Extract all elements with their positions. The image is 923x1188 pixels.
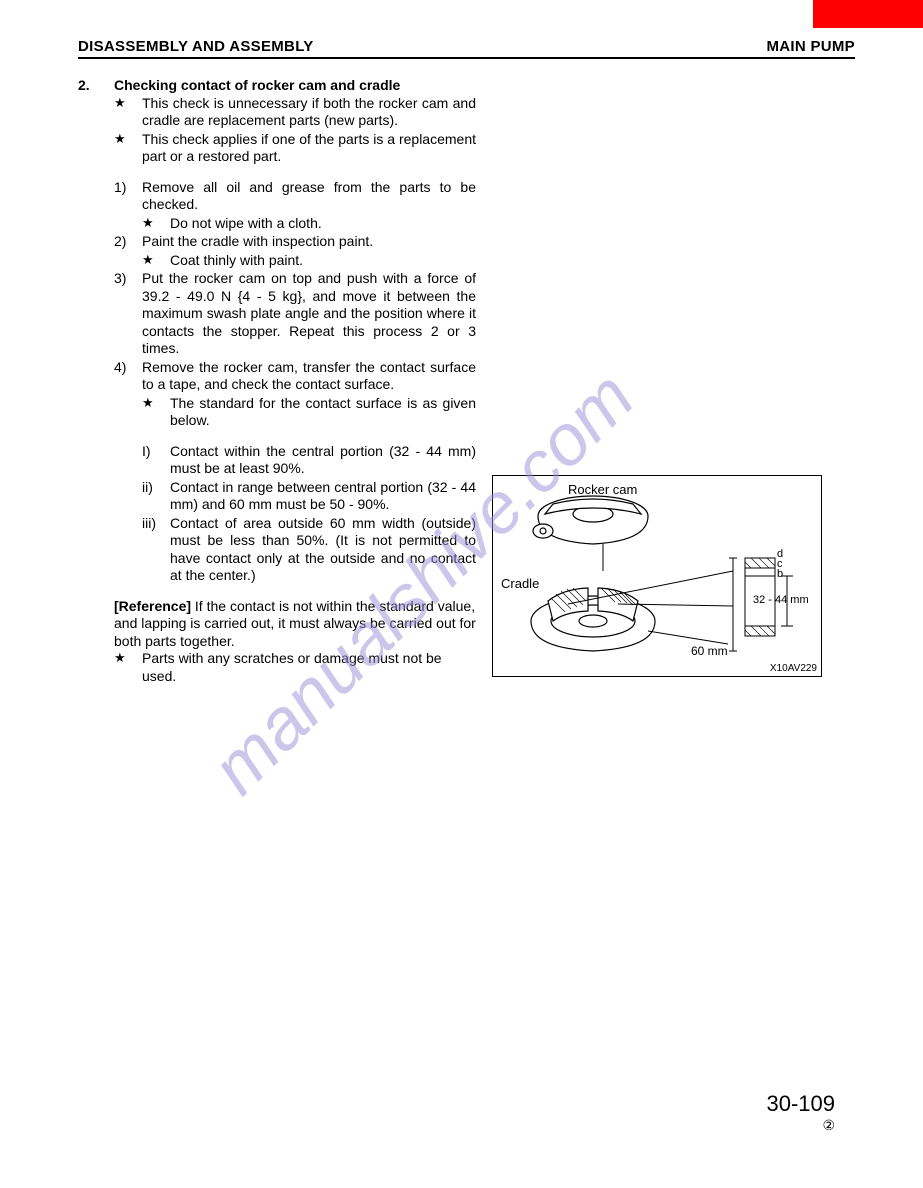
star-icon: ★ — [142, 395, 170, 430]
figure-svg — [493, 476, 821, 676]
step-number: 1) — [114, 179, 142, 214]
substep-text: Contact in range between central portion… — [170, 479, 476, 514]
substep-number: ii) — [142, 479, 170, 514]
section-number: 2. — [78, 77, 114, 686]
step-number: 3) — [114, 270, 142, 358]
header-right: MAIN PUMP — [766, 38, 855, 55]
step-note: Coat thinly with paint. — [170, 252, 476, 270]
step-text: Remove the rocker cam, transfer the cont… — [142, 359, 476, 394]
intro-note-2: This check applies if one of the parts i… — [142, 131, 476, 166]
page-number: 30-109 ② — [766, 1091, 835, 1134]
intro-note-1: This check is unnecessary if both the ro… — [142, 95, 476, 130]
page-number-main: 30-109 — [766, 1091, 835, 1117]
substep-number: I) — [142, 443, 170, 478]
fig-dim-b: b — [777, 568, 783, 580]
figure-rocker-cradle: Rocker cam Cradle d c b 32 - 44 mm 60 mm… — [492, 475, 822, 677]
section-title: Checking contact of rocker cam and cradl… — [114, 77, 476, 95]
reference-block: [Reference] If the contact is not within… — [114, 598, 476, 651]
substep-text: Contact of area outside 60 mm width (out… — [170, 515, 476, 585]
star-icon: ★ — [114, 650, 142, 685]
fig-code: X10AV229 — [770, 663, 817, 674]
fig-rocker-label: Rocker cam — [568, 482, 637, 497]
page-number-sub: ② — [766, 1117, 835, 1134]
page-header: DISASSEMBLY AND ASSEMBLY MAIN PUMP — [78, 38, 855, 59]
substep-number: iii) — [142, 515, 170, 585]
fig-dim-3244: 32 - 44 mm — [753, 594, 823, 606]
step-text: Put the rocker cam on top and push with … — [142, 270, 476, 358]
star-icon: ★ — [114, 95, 142, 130]
star-icon: ★ — [142, 252, 170, 270]
fig-dim-60: 60 mm — [691, 644, 728, 658]
step-note: Do not wipe with a cloth. — [170, 215, 476, 233]
step-text: Paint the cradle with inspection paint. — [142, 233, 476, 251]
step-note: The standard for the contact surface is … — [170, 395, 476, 430]
step-number: 4) — [114, 359, 142, 394]
red-margin-tab — [813, 0, 923, 28]
substep-text: Contact within the central portion (32 -… — [170, 443, 476, 478]
header-left: DISASSEMBLY AND ASSEMBLY — [78, 38, 314, 55]
step-number: 2) — [114, 233, 142, 251]
reference-note: Parts with any scratches or damage must … — [142, 650, 476, 685]
star-icon: ★ — [114, 131, 142, 166]
reference-label: [Reference] — [114, 598, 191, 614]
step-text: Remove all oil and grease from the parts… — [142, 179, 476, 214]
star-icon: ★ — [142, 215, 170, 233]
fig-cradle-label: Cradle — [501, 576, 539, 591]
